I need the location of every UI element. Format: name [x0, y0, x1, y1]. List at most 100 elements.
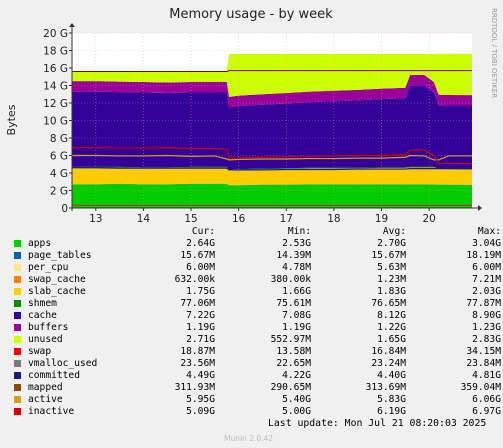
legend-cur: 77.06M	[180, 298, 215, 309]
legend-max: 34.15M	[466, 346, 501, 357]
legend-series-name: cache	[28, 310, 57, 321]
legend-series-name: slab_cache	[28, 286, 86, 297]
legend-cur: 1.75G	[186, 286, 215, 297]
legend-min: 5.00G	[282, 406, 311, 417]
legend-row: per_cpu 6.00M 4.78M 5.63M 6.00M	[12, 262, 501, 274]
legend-max: 1.23G	[472, 322, 501, 333]
legend-max: 77.87M	[466, 298, 501, 309]
legend-swatch	[14, 300, 21, 307]
legend-series-name: apps	[28, 238, 52, 249]
legend-max: 2.83G	[472, 334, 501, 345]
legend-cur: 2.64G	[186, 238, 215, 249]
legend-avg: 23.24M	[371, 358, 406, 369]
area-page-tables	[72, 183, 472, 186]
legend-avg: 2.70G	[377, 238, 406, 249]
legend-row: page_tables 15.67M 14.39M 15.67M 18.19M	[12, 250, 501, 262]
x-tick-label: 15	[184, 213, 197, 225]
y-tick-label: 4 G	[50, 168, 68, 180]
legend-max: 6.97G	[472, 406, 501, 417]
legend-row: buffers 1.19G 1.19G 1.22G 1.23G	[12, 322, 501, 334]
legend-max: 3.04G	[472, 238, 501, 249]
x-tick-label: 17	[280, 213, 293, 225]
line-total	[72, 70, 472, 72]
legend-avg: 6.19G	[377, 406, 406, 417]
legend-row: cache 7.22G 7.08G 8.12G 8.90G	[12, 310, 501, 322]
legend-max: 4.81G	[472, 370, 501, 381]
legend-min: 4.22G	[282, 370, 311, 381]
legend-row: active 5.95G 5.40G 5.83G 6.06G	[12, 394, 501, 406]
legend-swatch	[14, 396, 21, 403]
line-committed	[72, 167, 472, 171]
y-tick-label: 8 G	[50, 133, 68, 145]
legend-swatch	[14, 276, 21, 283]
legend-swatch	[14, 372, 21, 379]
plot-area: 0 2 G 4 G 6 G 8 G 10 G 12 G 14 G 16 G 18 G 20 G 13 1…	[43, 23, 482, 225]
x-tick-label: 13	[89, 213, 102, 225]
y-tick-label: 12 G	[43, 98, 68, 110]
legend-cur: 6.00M	[186, 262, 215, 273]
x-tick-label: 20	[422, 213, 435, 225]
legend-series-name: per_cpu	[28, 262, 69, 273]
y-axis-arrow	[69, 23, 75, 27]
legend-series-name: swap	[28, 346, 52, 357]
legend-series-name: shmem	[28, 298, 57, 309]
legend-min: 14.39M	[276, 250, 311, 261]
y-tick-label: 14 G	[43, 81, 68, 93]
line-active	[72, 154, 472, 161]
legend-avg: 4.40G	[377, 370, 406, 381]
legend-row: unused 2.71G 552.97M 1.65G 2.83G	[12, 334, 501, 346]
legend-cur: 18.87M	[180, 346, 215, 357]
legend-min: 4.78M	[282, 262, 311, 273]
legend-max: 359.04M	[460, 382, 501, 393]
legend-series-name: active	[28, 394, 63, 405]
legend-min: 13.58M	[276, 346, 311, 357]
legend-cur: 4.49G	[186, 370, 215, 381]
legend-cur: 311.93M	[174, 382, 215, 393]
y-tick-label: 2 G	[50, 186, 68, 198]
y-tick-label: 16 G	[43, 63, 68, 75]
legend-avg: 1.23M	[377, 274, 406, 285]
y-tick-label: 20 G	[43, 28, 68, 40]
legend-swatch	[14, 360, 21, 367]
area-apps	[72, 183, 472, 208]
legend-min: 2.53G	[282, 238, 311, 249]
legend-header: Cur: Min: Avg: Max:	[12, 226, 501, 238]
legend-row: inactive 5.09G 5.00G 6.19G 6.97G	[12, 406, 501, 418]
y-tick-label: 10 G	[43, 116, 68, 128]
legend-row: slab_cache 1.75G 1.66G 1.83G 2.03G	[12, 286, 501, 298]
legend-avg: 15.67M	[371, 250, 406, 261]
legend-min: 7.08G	[282, 310, 311, 321]
area-buffers	[72, 75, 472, 108]
y-axis-label: Bytes	[5, 104, 18, 135]
legend-min: 22.65M	[276, 358, 311, 369]
legend-cur: 15.67M	[180, 250, 215, 261]
legend-series-name: inactive	[28, 406, 75, 417]
legend-series-name: committed	[28, 370, 80, 381]
x-tick-label: 16	[232, 213, 246, 225]
legend-min: 380.00k	[270, 274, 311, 285]
legend-table: Cur: Min: Avg: Max: apps 2.64G 2.53G 2.70G 3…	[12, 226, 501, 418]
legend-row: swap_cache 632.00k 380.00k 1.23M 7.21M	[12, 274, 501, 286]
legend-swatch	[14, 384, 21, 391]
legend-cur: 632.00k	[174, 274, 215, 285]
last-update: Last update: Mon Jul 21 08:20:03 2025	[268, 418, 487, 429]
legend-avg: 5.63M	[377, 262, 406, 273]
legend-cur: 23.56M	[180, 358, 215, 369]
x-tick-label: 19	[375, 213, 388, 225]
legend-avg: 1.83G	[377, 286, 406, 297]
legend-cur: 1.19G	[186, 322, 215, 333]
legend-swatch	[14, 264, 21, 271]
legend-cur: 5.95G	[186, 394, 215, 405]
legend-header-min: Min:	[287, 226, 311, 237]
legend-series-name: mapped	[28, 382, 63, 393]
legend-swatch	[14, 408, 21, 415]
legend-series-name: vmalloc_used	[28, 358, 98, 369]
legend-max: 6.00M	[472, 262, 501, 273]
legend-row: swap 18.87M 13.58M 16.84M 34.15M	[12, 346, 501, 358]
legend-max: 6.06G	[472, 394, 501, 405]
legend-swatch	[14, 348, 21, 355]
legend-row: committed 4.49G 4.22G 4.40G 4.81G	[12, 370, 501, 382]
legend-row: apps 2.64G 2.53G 2.70G 3.04G	[12, 238, 501, 250]
legend-min: 75.61M	[276, 298, 311, 309]
